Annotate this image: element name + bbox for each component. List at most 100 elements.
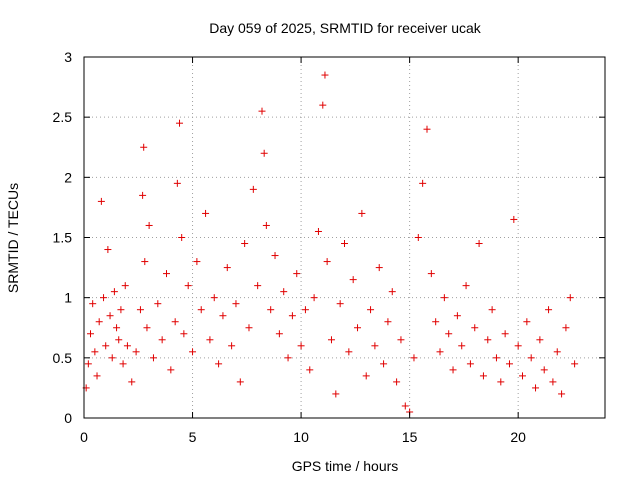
data-point bbox=[143, 324, 151, 332]
data-point bbox=[193, 258, 201, 266]
data-point bbox=[558, 390, 566, 398]
data-point bbox=[445, 330, 453, 338]
x-axis-label: GPS time / hours bbox=[292, 458, 399, 474]
data-point bbox=[262, 221, 270, 229]
data-point bbox=[141, 258, 149, 266]
data-point bbox=[375, 264, 383, 272]
x-tick-label: 15 bbox=[402, 429, 418, 445]
data-point bbox=[436, 348, 444, 356]
data-point bbox=[97, 197, 105, 205]
data-point bbox=[462, 282, 470, 290]
data-point bbox=[93, 372, 101, 380]
grid-lines bbox=[84, 57, 605, 418]
data-point bbox=[345, 348, 353, 356]
data-point bbox=[202, 209, 210, 217]
data-point bbox=[106, 312, 114, 320]
data-point bbox=[89, 300, 97, 308]
data-point bbox=[341, 240, 348, 248]
data-point bbox=[171, 318, 179, 326]
data-point bbox=[301, 306, 309, 314]
y-tick-label: 1.5 bbox=[53, 230, 73, 246]
data-point bbox=[393, 378, 401, 386]
data-point bbox=[532, 384, 540, 392]
data-point bbox=[349, 276, 357, 284]
data-point bbox=[149, 354, 157, 362]
data-point bbox=[115, 336, 123, 344]
axis-ticks: 0 5 10 15 20 0 0.5 1 1.5 2 2.5 3 bbox=[53, 49, 605, 445]
data-point bbox=[479, 372, 487, 380]
data-point bbox=[466, 360, 474, 368]
data-point bbox=[571, 360, 579, 368]
data-point bbox=[492, 354, 500, 362]
data-point bbox=[384, 318, 392, 326]
data-point bbox=[505, 360, 513, 368]
data-point bbox=[354, 324, 362, 332]
data-point bbox=[228, 342, 236, 350]
y-tick-label: 2.5 bbox=[53, 109, 73, 125]
x-tick-label: 0 bbox=[80, 429, 88, 445]
data-point bbox=[423, 125, 431, 133]
data-point bbox=[119, 360, 127, 368]
data-point bbox=[275, 330, 283, 338]
data-point bbox=[167, 366, 175, 374]
data-point bbox=[223, 264, 231, 272]
data-point bbox=[104, 246, 112, 254]
data-point bbox=[401, 402, 409, 410]
data-point bbox=[514, 342, 522, 350]
data-point bbox=[245, 324, 253, 332]
data-point bbox=[380, 360, 388, 368]
data-point bbox=[260, 149, 268, 157]
data-point bbox=[128, 378, 136, 386]
data-point bbox=[154, 300, 162, 308]
data-point bbox=[267, 306, 275, 314]
data-point bbox=[458, 342, 466, 350]
data-point bbox=[162, 270, 170, 278]
data-point bbox=[549, 378, 557, 386]
data-point bbox=[236, 378, 244, 386]
data-point bbox=[284, 354, 292, 362]
data-point bbox=[140, 143, 148, 151]
data-point bbox=[241, 240, 249, 248]
data-point bbox=[553, 348, 561, 356]
data-point bbox=[523, 318, 531, 326]
data-point bbox=[321, 71, 329, 79]
data-point bbox=[108, 354, 116, 362]
data-point bbox=[288, 312, 296, 320]
y-tick-label: 2 bbox=[64, 169, 72, 185]
data-point bbox=[91, 348, 99, 356]
data-point bbox=[358, 209, 366, 217]
data-point bbox=[232, 300, 240, 308]
data-point bbox=[310, 294, 318, 302]
data-point bbox=[84, 360, 92, 368]
data-point bbox=[117, 306, 125, 314]
y-tick-label: 0.5 bbox=[53, 350, 73, 366]
data-point bbox=[510, 215, 518, 223]
data-point bbox=[145, 221, 153, 229]
data-point bbox=[540, 366, 548, 374]
data-point bbox=[449, 366, 457, 374]
data-point bbox=[440, 294, 448, 302]
data-point bbox=[314, 227, 322, 235]
data-point bbox=[271, 252, 279, 260]
data-point bbox=[545, 306, 553, 314]
data-point bbox=[536, 336, 544, 344]
data-point bbox=[123, 342, 131, 350]
data-point bbox=[410, 354, 418, 362]
data-point bbox=[121, 282, 129, 290]
y-tick-label: 0 bbox=[64, 410, 72, 426]
data-point bbox=[371, 342, 379, 350]
data-point bbox=[388, 288, 396, 296]
data-point bbox=[327, 336, 335, 344]
data-point bbox=[306, 366, 314, 374]
data-point bbox=[258, 107, 266, 115]
data-point bbox=[432, 318, 440, 326]
data-point bbox=[280, 288, 288, 296]
data-point bbox=[293, 270, 301, 278]
data-point bbox=[136, 306, 144, 314]
data-point bbox=[471, 324, 479, 332]
data-point bbox=[210, 294, 218, 302]
data-point bbox=[419, 179, 427, 187]
data-point bbox=[501, 330, 509, 338]
data-point bbox=[427, 270, 435, 278]
